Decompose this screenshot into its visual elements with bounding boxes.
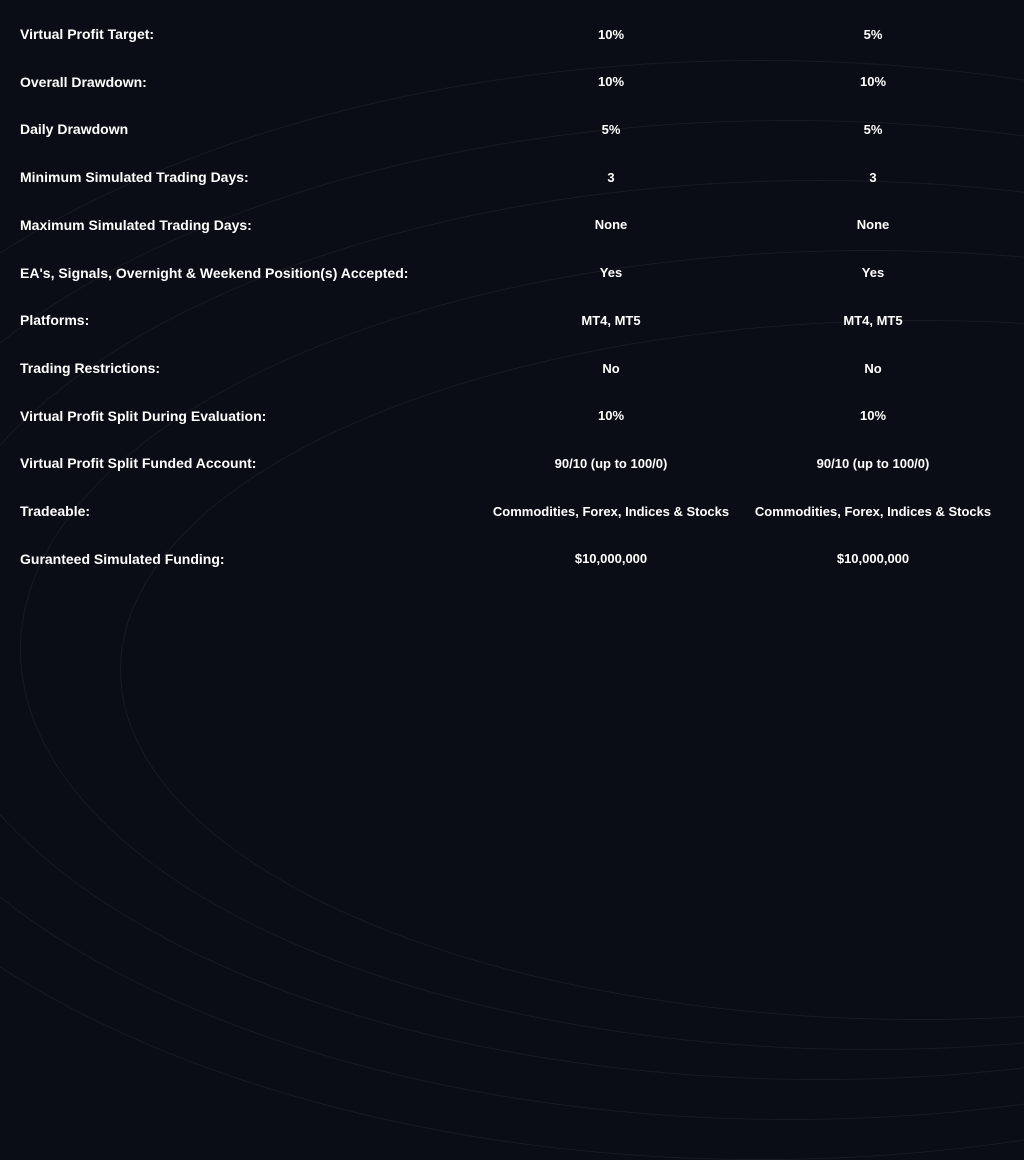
row-label: Virtual Profit Target: xyxy=(20,26,480,42)
row-value-col1: 10% xyxy=(480,408,742,423)
row-value-col2: 3 xyxy=(742,170,1004,185)
row-label: Platforms: xyxy=(20,312,480,328)
row-value-col1: No xyxy=(480,361,742,376)
comparison-table: Virtual Profit Target:10%5%Overall Drawd… xyxy=(0,0,1024,593)
row-value-col2: 10% xyxy=(742,408,1004,423)
table-row: Platforms:MT4, MT5MT4, MT5 xyxy=(20,306,1004,334)
row-value-col1: Yes xyxy=(480,265,742,280)
row-value-col2: 90/10 (up to 100/0) xyxy=(742,456,1004,471)
table-row: Daily Drawdown5%5% xyxy=(20,115,1004,143)
row-value-col2: No xyxy=(742,361,1004,376)
table-row: Guranteed Simulated Funding:$10,000,000$… xyxy=(20,545,1004,573)
row-value-col1: 3 xyxy=(480,170,742,185)
row-label: Tradeable: xyxy=(20,503,480,519)
table-row: Virtual Profit Split During Evaluation:1… xyxy=(20,402,1004,430)
row-value-col1: $10,000,000 xyxy=(480,551,742,566)
row-label: Guranteed Simulated Funding: xyxy=(20,551,480,567)
row-value-col1: None xyxy=(480,217,742,232)
row-value-col2: Commodities, Forex, Indices & Stocks xyxy=(742,504,1004,519)
row-value-col2: None xyxy=(742,217,1004,232)
row-value-col1: 10% xyxy=(480,27,742,42)
row-label: Virtual Profit Split Funded Account: xyxy=(20,455,480,471)
row-value-col1: 5% xyxy=(480,122,742,137)
row-value-col1: MT4, MT5 xyxy=(480,313,742,328)
row-value-col2: 5% xyxy=(742,27,1004,42)
row-label: Virtual Profit Split During Evaluation: xyxy=(20,408,480,424)
table-row: Virtual Profit Split Funded Account:90/1… xyxy=(20,449,1004,477)
table-row: Overall Drawdown:10%10% xyxy=(20,68,1004,96)
row-label: Maximum Simulated Trading Days: xyxy=(20,217,480,233)
table-row: EA's, Signals, Overnight & Weekend Posit… xyxy=(20,259,1004,287)
row-label: EA's, Signals, Overnight & Weekend Posit… xyxy=(20,265,480,281)
table-row: Trading Restrictions:NoNo xyxy=(20,354,1004,382)
row-value-col1: 10% xyxy=(480,74,742,89)
table-row: Maximum Simulated Trading Days:NoneNone xyxy=(20,211,1004,239)
row-value-col1: Commodities, Forex, Indices & Stocks xyxy=(480,504,742,519)
row-label: Trading Restrictions: xyxy=(20,360,480,376)
row-label: Minimum Simulated Trading Days: xyxy=(20,169,480,185)
row-value-col2: MT4, MT5 xyxy=(742,313,1004,328)
row-value-col2: 10% xyxy=(742,74,1004,89)
table-row: Tradeable:Commodities, Forex, Indices & … xyxy=(20,497,1004,525)
row-label: Daily Drawdown xyxy=(20,121,480,137)
table-row: Minimum Simulated Trading Days:33 xyxy=(20,163,1004,191)
row-label: Overall Drawdown: xyxy=(20,74,480,90)
row-value-col2: 5% xyxy=(742,122,1004,137)
row-value-col2: $10,000,000 xyxy=(742,551,1004,566)
row-value-col1: 90/10 (up to 100/0) xyxy=(480,456,742,471)
row-value-col2: Yes xyxy=(742,265,1004,280)
table-row: Virtual Profit Target:10%5% xyxy=(20,20,1004,48)
